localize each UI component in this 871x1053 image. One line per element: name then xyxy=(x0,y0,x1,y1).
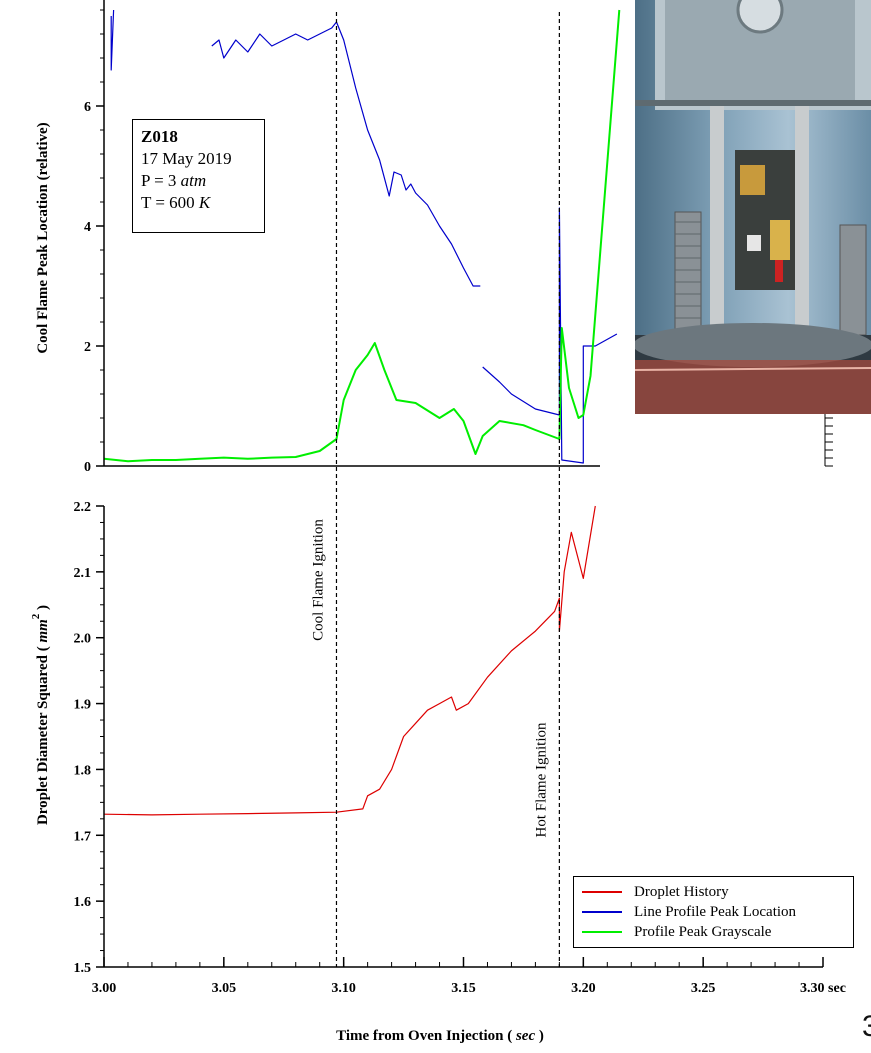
legend: Droplet History Line Profile Peak Locati… xyxy=(573,876,854,948)
series-line-line-profile-peak-location xyxy=(110,9,115,71)
series-line-profile-peak-grayscale xyxy=(103,9,621,463)
x-axis-title-text: Time from Oven Injection xyxy=(336,1028,504,1044)
experiment-date: 17 May 2019 xyxy=(141,149,232,168)
bottom-y-tick-label: 1.6 xyxy=(74,895,92,910)
photo-edge-ticks xyxy=(824,414,833,467)
top-y-tick-label: 4 xyxy=(84,220,91,235)
series-line-line-profile-peak-location xyxy=(211,21,481,287)
x-tick-label: 3.05 xyxy=(212,981,237,996)
x-tick-label: 3.30 sec xyxy=(800,981,846,996)
legend-entry-line-profile-peak-location: Line Profile Peak Location xyxy=(582,902,853,922)
bottom-y-tick-label: 1.9 xyxy=(74,698,92,713)
x-tick-label: 3.00 xyxy=(92,981,117,996)
bottom-y-tick-label: 1.8 xyxy=(74,763,92,778)
legend-label: Droplet History xyxy=(634,883,729,900)
experiment-id: Z018 xyxy=(141,127,178,146)
top-panel-series xyxy=(103,9,621,464)
bottom-y-axis-title-text: Droplet Diameter Squared xyxy=(35,654,51,825)
top-y-axis-title: Cool Flame Peak Location (relative) xyxy=(35,122,51,353)
bottom-y-tick-label: 2.2 xyxy=(74,500,92,515)
x-tick-label: 3.25 xyxy=(691,981,716,996)
legend-swatch-blue xyxy=(582,911,622,913)
top-y-tick-label: 2 xyxy=(84,340,91,355)
apparatus-photo-drawing xyxy=(635,0,871,414)
top-y-tick-label: 6 xyxy=(84,100,91,115)
bottom-y-tick-label: 2.1 xyxy=(74,566,92,581)
legend-swatch-red xyxy=(582,891,622,893)
page-number: 3 xyxy=(862,1010,871,1043)
bottom-y-tick-label: 1.5 xyxy=(74,961,92,976)
bottom-y-axis-title: Droplet Diameter Squared ( mm2 ) xyxy=(30,605,51,825)
x-tick-label: 3.15 xyxy=(451,981,476,996)
top-y-tick-label: 0 xyxy=(84,460,91,475)
legend-entry-droplet-history: Droplet History xyxy=(582,882,853,902)
cool-flame-ignition-label: Cool Flame Ignition xyxy=(310,519,326,641)
ignition-markers: Cool Flame Ignition Hot Flame Ignition xyxy=(310,12,560,967)
legend-swatch-green xyxy=(582,931,622,933)
x-tick-label: 3.20 xyxy=(571,981,596,996)
hot-flame-ignition-label: Hot Flame Ignition xyxy=(533,722,549,837)
legend-entry-profile-peak-grayscale: Profile Peak Grayscale xyxy=(582,922,853,942)
series-line-droplet-history xyxy=(103,505,596,816)
series-line-line-profile-peak-location xyxy=(482,207,618,464)
bottom-panel-series xyxy=(103,505,596,816)
x-axis-title: Time from Oven Injection ( sec ) xyxy=(336,1028,544,1044)
experiment-pressure: P = 3 atm xyxy=(141,171,207,190)
axis-titles: Cool Flame Peak Location (relative) Drop… xyxy=(30,122,544,1044)
bottom-y-tick-label: 1.7 xyxy=(74,829,92,844)
x-tick-label: 3.10 xyxy=(331,981,356,996)
experiment-temperature: T = 600 K xyxy=(141,193,211,212)
x-axis-unit: sec xyxy=(515,1028,535,1044)
axes: 0 2 4 6 1.5 1.6 1.7 1.8 1.9 2.0 2.1 2.2 3.00 3.05 3.10… xyxy=(74,0,846,996)
apparatus-photo xyxy=(635,0,871,414)
bottom-y-tick-label: 2.0 xyxy=(74,632,92,647)
experiment-info-box: Z018 17 May 2019 P = 3 atm T = 600 K xyxy=(132,119,265,233)
legend-label: Line Profile Peak Location xyxy=(634,903,797,920)
legend-label: Profile Peak Grayscale xyxy=(634,923,772,940)
bottom-y-axis-unit: mm xyxy=(35,619,51,642)
